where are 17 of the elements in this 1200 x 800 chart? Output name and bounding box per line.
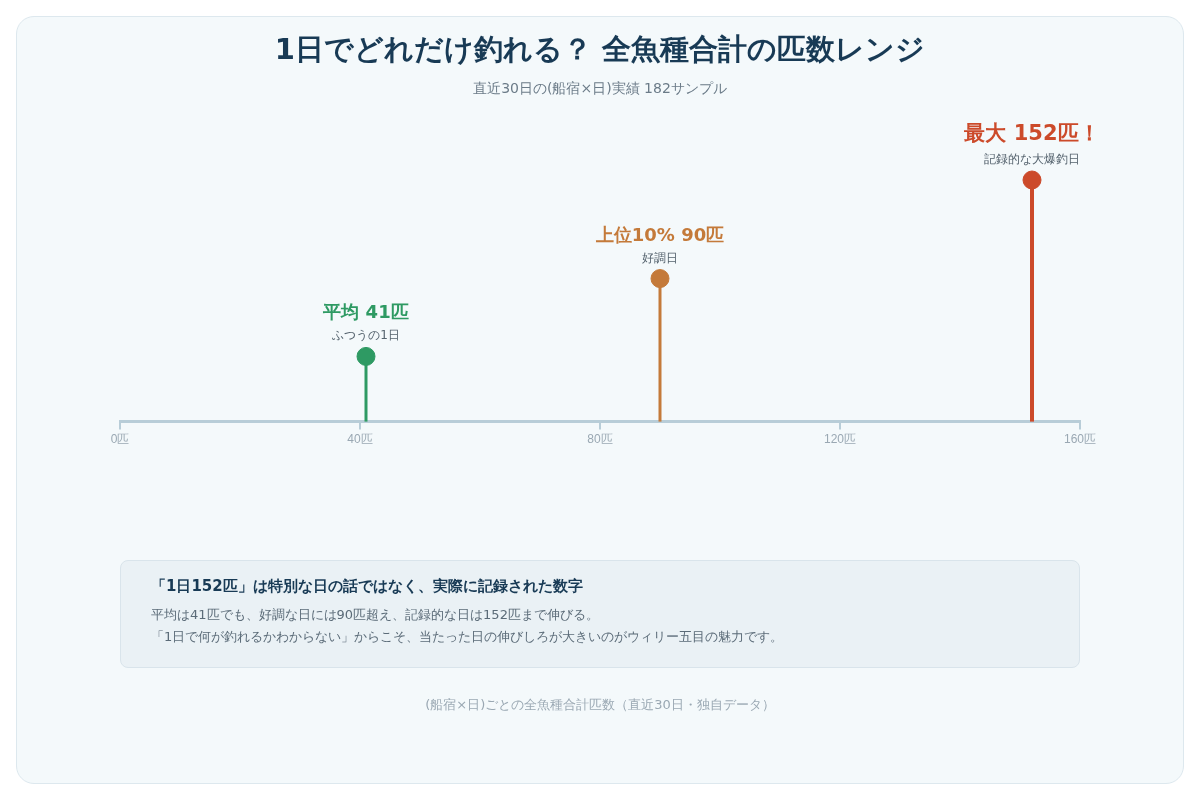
text: (船宿×日)ごとの全魚種合計匹数（直近30日・独自データ） xyxy=(424,696,776,714)
x-tick-label: 0匹 xyxy=(110,432,130,447)
text: 「1日で何が釣れるかわからない」からこそ、当たった日の伸びしろが大きいのがウィリー五目の魅力です。 xyxy=(151,628,785,646)
annotation: 記録的な大爆釣日 xyxy=(984,152,1080,166)
chart-title: 1日でどれだけ釣れる？ 全魚種合計の匹数レンジ xyxy=(273,31,927,68)
x-tick-label: 80匹 xyxy=(587,432,613,447)
text: 「1日152匹」は特別な日の話ではなく、実際に記録された数字 xyxy=(151,577,584,596)
text: 平均は41匹でも、好調な日には90匹超え、記録的な日は152匹まで伸びる。 xyxy=(151,606,600,624)
annotation: ふつうの1日 xyxy=(331,328,400,343)
data-label: 最大 152匹！ xyxy=(963,121,1100,145)
x-tick-label: 120匹 xyxy=(823,432,857,447)
data-label: 上位10% 90匹 xyxy=(594,223,725,245)
data-label: 平均 41匹 xyxy=(322,301,409,323)
x-tick-label: 160匹 xyxy=(1063,432,1097,447)
annotation: 好調日 xyxy=(642,250,678,265)
x-tick-label: 40匹 xyxy=(347,432,373,447)
chart-subtitle: 直近30日の(船宿×日)実績 182サンプル xyxy=(472,80,728,98)
